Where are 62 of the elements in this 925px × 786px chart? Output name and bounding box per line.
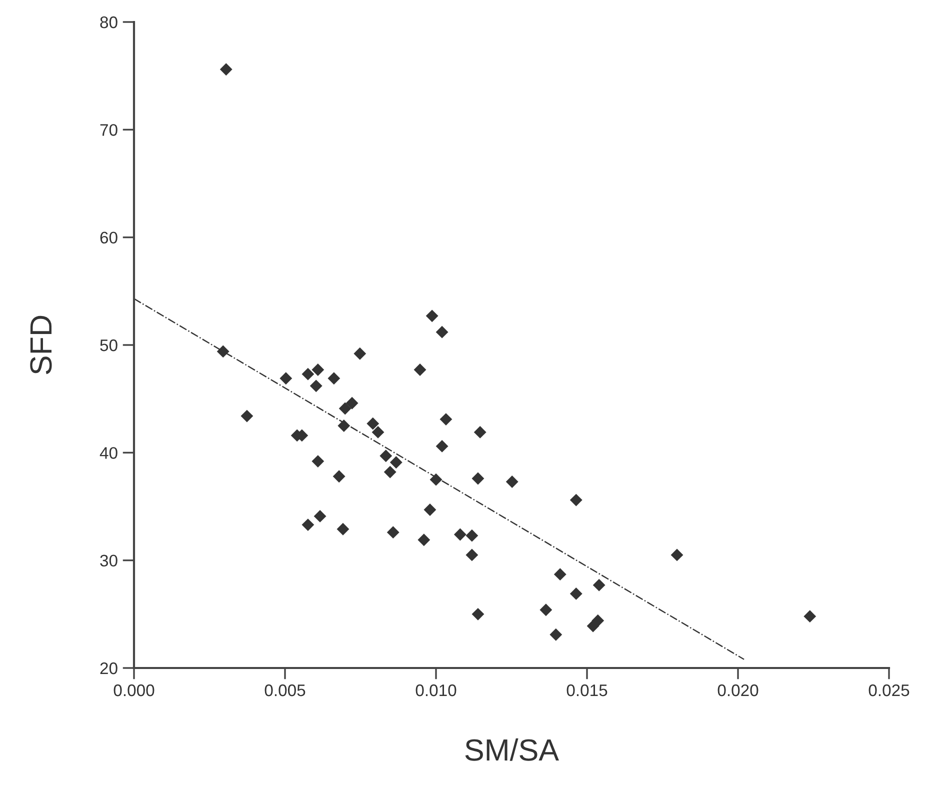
point [550,628,562,641]
point [346,396,358,410]
point [472,608,484,620]
point [554,568,566,581]
point [436,440,448,452]
point [426,310,438,322]
point [570,494,582,506]
point [592,614,604,627]
point [384,466,396,478]
x-tick-label: 0.010 [416,684,456,696]
point [466,529,478,542]
point [440,413,452,426]
y-tick-label: 60 [100,232,118,244]
point [354,347,366,360]
point [386,526,400,539]
x-tick-label: 0.000 [114,684,154,696]
point [310,380,322,392]
point [302,368,314,380]
point [670,548,684,562]
point [418,534,430,546]
point [414,364,426,376]
point [474,426,486,438]
point [380,450,392,462]
y-tick-label: 80 [100,16,118,28]
point [328,372,340,385]
point [454,528,466,541]
point [314,510,326,522]
point [332,470,346,483]
point [506,476,518,488]
point [312,455,324,468]
point [366,417,380,430]
y-tick-label: 70 [100,124,118,136]
point [424,504,436,516]
point [540,604,552,616]
point [336,522,350,536]
point [240,410,254,422]
point [592,578,606,592]
point [472,472,484,485]
x-tick-label: 0.025 [868,684,910,696]
point [220,63,232,76]
x-tick-label: 0.005 [264,684,306,696]
point [312,364,324,376]
point [338,402,352,415]
x-tick-label: 0.020 [718,684,758,696]
point [390,456,402,469]
point [216,345,230,358]
point [372,426,384,438]
point [466,548,478,562]
point [436,326,448,338]
y-tick-label: 50 [100,339,118,352]
point [338,420,350,432]
point [570,588,582,600]
point [280,372,292,385]
y-tick-label: 20 [100,662,118,674]
y-axis-title: SFD [30,316,52,374]
point [302,518,314,532]
x-tick-label: 0.015 [566,684,608,696]
point [804,610,816,623]
point [430,473,442,486]
x-axis-title: SM/SA [465,738,559,761]
y-tick-label: 30 [100,554,118,567]
y-tick-label: 40 [100,447,118,459]
